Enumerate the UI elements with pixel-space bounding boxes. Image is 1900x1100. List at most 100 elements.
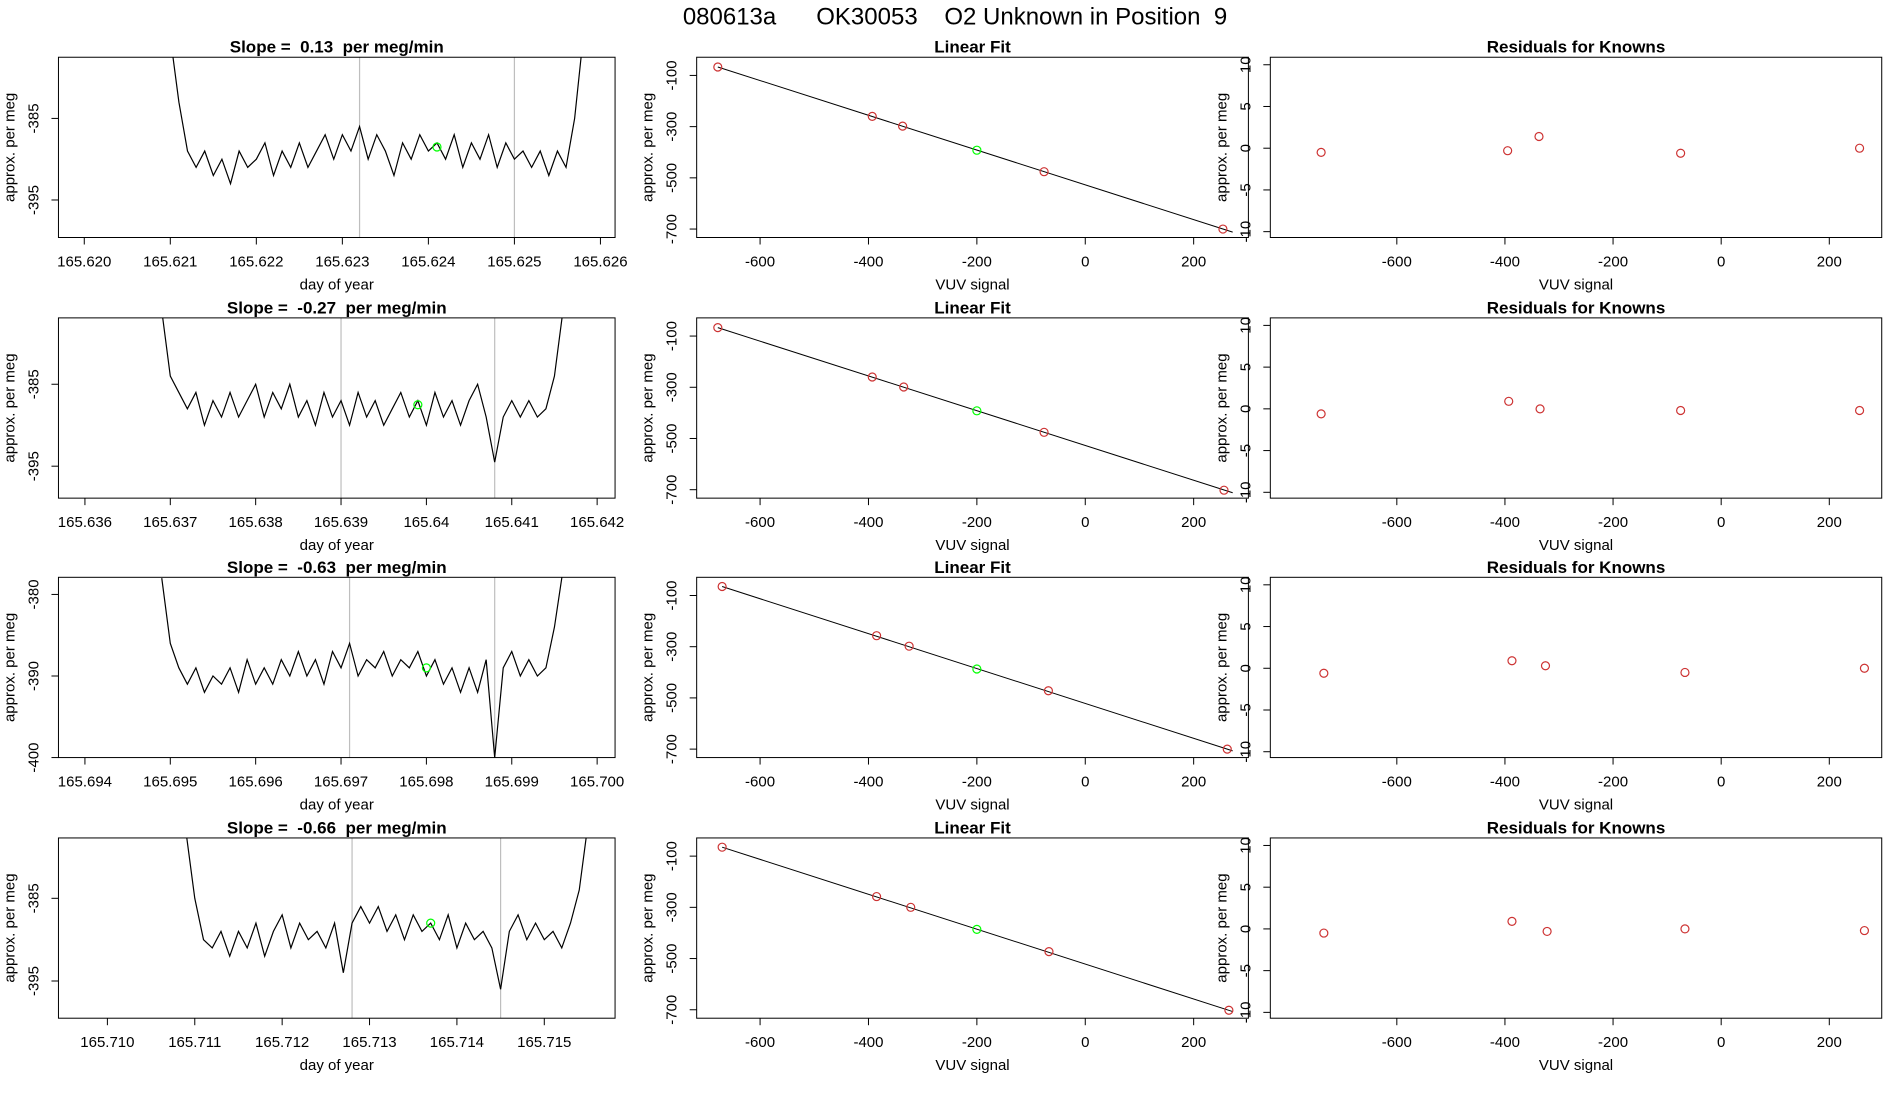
- y-tick-label: -10: [1237, 1002, 1254, 1024]
- x-tick-label: 165.713: [342, 1034, 396, 1051]
- y-tick-label: -100: [664, 841, 681, 871]
- y-tick-label: -100: [664, 580, 681, 610]
- panel-title: Linear Fit: [934, 558, 1011, 577]
- point: [1319, 928, 1329, 938]
- y-tick-label: 5: [1237, 883, 1254, 891]
- panel: Linear Fit VUV signal approx. per meg -600 -…: [640, 818, 1249, 1074]
- y-tick-label: -5: [1237, 444, 1254, 457]
- plot-area: [1319, 916, 1870, 938]
- plot-area: [713, 62, 1233, 234]
- x-tick-label: 165.696: [229, 774, 283, 791]
- x-tick-label: 165.642: [570, 514, 624, 531]
- x-tick-label: -200: [1598, 253, 1628, 270]
- y-tick-label: 10: [1237, 56, 1254, 73]
- plot-area: [713, 323, 1233, 495]
- x-tick-label: 165.636: [58, 514, 112, 531]
- y-tick-label: -5: [1237, 183, 1254, 196]
- point: [1676, 405, 1686, 416]
- y-tick-label: -10: [1237, 741, 1254, 763]
- x-tick-label: 165.712: [255, 1034, 309, 1051]
- x-axis-label: VUV signal: [935, 276, 1009, 293]
- point: [1039, 427, 1049, 437]
- highlight-point: [426, 918, 436, 928]
- y-tick-label: 0: [1237, 405, 1254, 413]
- plot-area: [717, 842, 1234, 1015]
- x-tick-label: 165.700: [570, 774, 624, 791]
- point: [1222, 744, 1232, 754]
- y-tick-label: -700: [664, 475, 681, 505]
- y-tick-label: 5: [1237, 363, 1254, 371]
- y-axis-label: approx. per meg: [1213, 93, 1230, 202]
- panel: Residuals for Knowns VUV signal approx. pe…: [1213, 298, 1883, 554]
- x-tick-label: -400: [853, 514, 883, 531]
- point: [972, 145, 982, 155]
- point: [1504, 396, 1514, 406]
- panel-title: Residuals for Knowns: [1487, 298, 1666, 317]
- y-tick-label: 0: [1237, 664, 1254, 672]
- point: [904, 641, 914, 651]
- y-tick-label: -300: [664, 892, 681, 922]
- plot-frame: [696, 837, 1249, 1019]
- point: [1507, 916, 1517, 927]
- point: [1218, 224, 1228, 234]
- y-tick-label: 0: [1237, 925, 1254, 933]
- panel-title: Slope = -0.27 per meg/min: [227, 298, 447, 317]
- data-line: [162, 317, 563, 463]
- point: [898, 121, 908, 131]
- x-tick-label: -600: [745, 514, 775, 531]
- y-tick-label: -395: [25, 185, 42, 215]
- panel: Slope = 0.13 per meg/min day of year appro…: [1, 38, 627, 294]
- y-axis-label: approx. per meg: [1213, 613, 1230, 722]
- y-tick-label: 0: [1237, 144, 1254, 152]
- point: [872, 631, 882, 641]
- x-tick-label: 165.695: [143, 774, 197, 791]
- point: [1680, 924, 1690, 934]
- x-axis-label: day of year: [300, 797, 374, 814]
- y-tick-label: -700: [664, 214, 681, 244]
- point: [1854, 405, 1865, 416]
- y-tick-label: -385: [25, 883, 42, 913]
- panel: Linear Fit VUV signal approx. per meg -600 -…: [640, 558, 1249, 814]
- x-tick-label: -200: [962, 1034, 992, 1051]
- x-tick-label: -600: [1382, 1034, 1412, 1051]
- plot-frame: [57, 837, 616, 1019]
- y-tick-label: 10: [1237, 317, 1254, 334]
- y-tick-label: 5: [1237, 102, 1254, 110]
- panel-title: Linear Fit: [934, 38, 1011, 57]
- point: [1859, 663, 1870, 673]
- point: [713, 323, 723, 333]
- y-tick-label: -390: [25, 661, 42, 691]
- y-tick-label: -300: [664, 632, 681, 662]
- x-tick-label: 200: [1817, 253, 1842, 270]
- point: [1316, 147, 1326, 157]
- x-tick-label: 165.714: [430, 1034, 484, 1051]
- highlight-point: [432, 142, 442, 152]
- panel-title: Slope = 0.13 per meg/min: [230, 38, 444, 57]
- point: [1319, 668, 1329, 678]
- plot-area: [172, 57, 582, 238]
- panel-title: Linear Fit: [934, 298, 1011, 317]
- x-tick-label: -200: [962, 774, 992, 791]
- point: [717, 842, 727, 852]
- plot-frame: [57, 317, 616, 499]
- x-axis-label: VUV signal: [1539, 797, 1613, 814]
- y-axis-label: approx. per meg: [640, 613, 657, 722]
- y-tick-label: -500: [664, 944, 681, 974]
- x-tick-label: 165.694: [58, 774, 112, 791]
- x-tick-label: 165.624: [401, 253, 455, 270]
- plot-frame: [696, 576, 1249, 759]
- x-tick-label: 165.620: [57, 253, 111, 270]
- panel: Residuals for Knowns VUV signal approx. pe…: [1213, 558, 1883, 814]
- y-tick-label: -5: [1237, 964, 1254, 977]
- panel: Linear Fit VUV signal approx. per meg -600 -…: [640, 38, 1249, 293]
- point: [867, 372, 877, 382]
- y-axis-label: approx. per meg: [1213, 873, 1230, 982]
- plot-frame: [1269, 576, 1883, 759]
- plot-frame: [696, 317, 1249, 499]
- x-tick-label: 165.698: [399, 774, 453, 791]
- x-tick-label: 165.641: [485, 514, 539, 531]
- x-tick-label: 200: [1181, 1034, 1206, 1051]
- x-tick-label: 0: [1717, 1034, 1725, 1051]
- x-tick-label: 165.638: [229, 514, 283, 531]
- y-tick-label: -500: [664, 163, 681, 193]
